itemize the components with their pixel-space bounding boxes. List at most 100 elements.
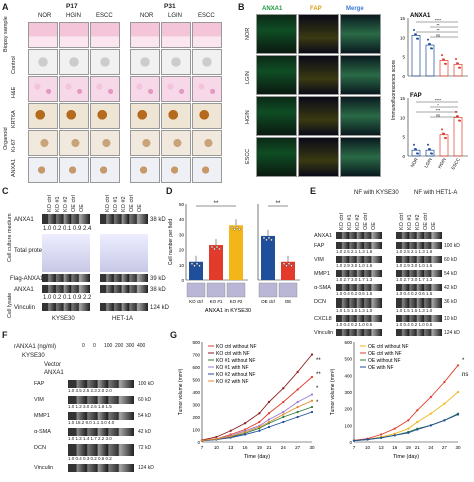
data-point: [198, 264, 201, 267]
data-point: [213, 247, 216, 251]
data-point: [258, 429, 261, 432]
tick-label: HGIN: [437, 157, 447, 169]
y-axis-label: Cell number per field: [168, 219, 174, 265]
category-label: KO #2: [230, 299, 243, 304]
data-point: [215, 437, 218, 440]
cell-line-label: KYSE30: [52, 316, 75, 322]
data-point: [243, 422, 247, 425]
western-band: [68, 396, 134, 404]
data-point: [431, 152, 433, 155]
data-point: [296, 415, 299, 419]
tick-label: 21: [266, 445, 272, 450]
tick-label: 10: [179, 263, 185, 268]
legend-label: OE ctrl with NF: [368, 351, 402, 357]
data-point: [431, 47, 433, 50]
tick-label: 0: [349, 440, 352, 445]
quant-label: 1.0 1.5 1.5 1.3 1.0: [396, 308, 433, 313]
data-point: [296, 400, 299, 404]
dose-value: 300: [126, 343, 135, 349]
row-label: Total protein: [14, 248, 47, 254]
panel-label-f: F: [2, 330, 8, 340]
tick-label: ESCC: [450, 156, 461, 170]
tick-label: 400: [344, 373, 352, 378]
col-label: ESCC: [96, 13, 113, 19]
row-label: Ki-67: [11, 139, 17, 152]
data-point: [427, 38, 429, 41]
data-point: [296, 410, 299, 414]
western-band: [100, 214, 148, 224]
mw-label: 38 kD: [150, 287, 166, 293]
sig-label: ****: [435, 98, 442, 103]
tick-label: 24: [281, 445, 287, 450]
data-point: [200, 439, 204, 442]
quant-label: 1.0 2.5 2.1 1.3 1.6: [396, 249, 433, 254]
data-point: [407, 431, 410, 434]
tick-label: 0: [181, 278, 184, 283]
tick-label: 100: [192, 428, 200, 433]
tick-label: 50: [179, 202, 185, 207]
col-label: HGIN: [66, 13, 81, 19]
quant-label: 1.0 0.4 0.2 1.0 0.5: [336, 322, 373, 327]
data-point: [296, 388, 299, 391]
bar: [281, 261, 295, 280]
micrograph-thumb: [258, 282, 278, 298]
fluorescence-image: [340, 96, 381, 136]
tick-label: 500: [192, 378, 200, 383]
quant-label: 1.0 0.4 0.2 0.6 1.5: [396, 291, 433, 296]
micrograph: [28, 157, 58, 183]
data-point: [459, 66, 461, 69]
panel-label-d: D: [166, 186, 173, 196]
data-point: [456, 364, 460, 367]
data-point: [265, 238, 268, 242]
tick-label: 30: [179, 232, 185, 237]
tick-label: 400: [192, 390, 200, 395]
bar: [209, 245, 223, 280]
lane-label: KO #1: [407, 214, 413, 230]
tick-label: 300: [344, 390, 352, 395]
micrograph: [130, 157, 160, 183]
row-label: ANXA1: [11, 158, 17, 177]
micrograph: [192, 22, 222, 48]
quant-label: 1.0 2.7 3.0 1.7 1.3: [396, 277, 433, 282]
tick-label: LGIN: [423, 157, 433, 169]
data-point: [366, 438, 369, 441]
cell-lysate-label: Cell lysate: [7, 292, 13, 318]
row-label: KRT6A: [11, 110, 17, 128]
tick-label: 10: [400, 115, 406, 120]
western-band: [68, 464, 134, 472]
cell-label: KYSE30: [22, 353, 45, 359]
tick-label: 30: [309, 445, 315, 450]
data-point: [416, 409, 419, 412]
western-band: [396, 315, 442, 322]
data-point: [380, 433, 383, 436]
legend-label: OE without NF: [368, 358, 401, 364]
data-point: [296, 370, 299, 374]
channel-merge: Merge: [346, 6, 364, 12]
sig-label: ns: [436, 113, 440, 118]
panel-label-b: B: [238, 2, 245, 12]
micrograph: [130, 22, 160, 48]
micrograph-thumb: [206, 282, 226, 298]
data-point: [267, 425, 271, 429]
tick-label: 20: [179, 248, 185, 253]
data-point: [238, 228, 241, 231]
data-point: [267, 400, 271, 404]
data-point: [407, 427, 410, 430]
micrograph: [192, 103, 222, 129]
mw-label: 72 kD: [138, 445, 152, 451]
sig-label: **: [214, 201, 219, 207]
western-band: [396, 242, 442, 249]
quant-label: 1.0 2.7 3.0 1.7 1.3: [336, 277, 373, 282]
sig-label: **: [436, 23, 440, 28]
lane: OE: [137, 204, 143, 212]
dose-value: 400: [137, 343, 146, 349]
category-label: OE: [285, 299, 292, 304]
tick-label: 0: [402, 154, 405, 159]
micrograph: [192, 130, 222, 156]
lane: KO #1: [113, 196, 119, 212]
data-point: [429, 424, 432, 427]
data-point: [443, 132, 445, 135]
data-point: [455, 58, 457, 60]
series-line: [353, 413, 459, 442]
chart-title: FAP: [410, 93, 422, 99]
